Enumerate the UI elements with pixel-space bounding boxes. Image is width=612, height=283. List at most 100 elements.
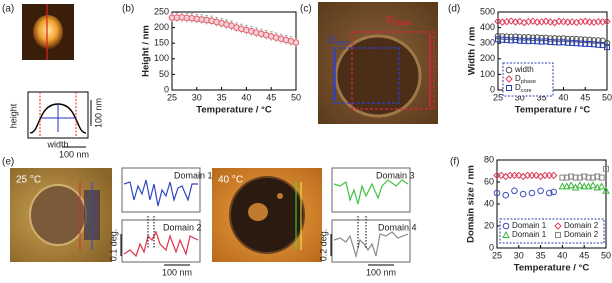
legend-label: Domain 1 <box>512 230 547 239</box>
y-tick-label: 200 <box>154 22 169 32</box>
marker <box>510 171 519 180</box>
profile <box>333 231 409 259</box>
marker <box>495 36 501 43</box>
legend-box <box>499 218 605 244</box>
marker <box>560 35 567 42</box>
y-tick-label: 100 <box>480 69 495 79</box>
marker <box>563 174 570 181</box>
marker <box>559 174 566 181</box>
y-tick-label: 0 <box>164 84 169 94</box>
profile-box <box>331 167 411 213</box>
marker <box>542 38 549 45</box>
scale-label: 0.1 deg. <box>108 229 118 262</box>
marker <box>503 37 510 44</box>
marker <box>573 40 580 47</box>
x-tick-label: 25 <box>492 250 502 260</box>
x-tick-label: 45 <box>579 250 589 260</box>
x-tick-label: 30 <box>515 92 525 102</box>
marker <box>529 37 536 44</box>
marker <box>572 174 579 181</box>
y-tick-label: 300 <box>480 38 495 48</box>
y-tick-label: 20 <box>484 220 494 230</box>
y-tick-label: 80 <box>484 154 494 164</box>
marker <box>577 36 585 43</box>
x-tick-label: 50 <box>602 92 612 102</box>
domain-label: Domain 3 <box>376 170 415 180</box>
marker <box>507 17 515 25</box>
domain <box>248 203 268 221</box>
legend-label: Domain 2 <box>564 221 599 230</box>
marker <box>497 171 506 180</box>
temperature-label: 25 °C <box>16 175 41 186</box>
profile <box>123 179 198 207</box>
x-tick-label: 25 <box>167 92 177 102</box>
legend-marker <box>502 222 510 230</box>
marker <box>516 17 524 26</box>
marker <box>493 189 501 197</box>
marker <box>573 36 580 43</box>
x-tick-label: 35 <box>537 92 547 102</box>
y-tick-label: 60 <box>484 176 494 186</box>
x-tick-label: 30 <box>514 250 524 260</box>
marker <box>551 35 558 42</box>
marker <box>502 191 510 199</box>
profile-box <box>27 91 89 139</box>
marker <box>603 17 611 26</box>
temperature-label: 40 °C <box>218 175 243 186</box>
marker <box>556 39 563 46</box>
marker <box>585 174 592 181</box>
x-tick-label: 40 <box>557 250 567 260</box>
marker <box>594 37 602 44</box>
legend-marker <box>554 222 562 230</box>
marker <box>546 18 555 26</box>
scale-label: 0.2 deg. <box>318 229 328 262</box>
legend-label: Dphase <box>515 74 536 85</box>
phase-label: Dphase <box>386 15 412 28</box>
y-tick-label: 0 <box>489 242 494 252</box>
core-box <box>332 47 400 104</box>
marker <box>564 39 571 46</box>
legend-label: Dcore <box>515 83 532 94</box>
panel-label: (a) <box>2 4 14 15</box>
marker <box>580 182 589 190</box>
marker <box>551 39 558 46</box>
marker <box>576 174 583 181</box>
marker <box>528 171 536 180</box>
marker <box>594 173 601 180</box>
marker <box>581 36 589 44</box>
x-tick-label: 40 <box>558 92 568 102</box>
marker <box>597 182 606 190</box>
x-tick-label: 25 <box>493 92 503 102</box>
x-tick-label: 45 <box>266 92 276 102</box>
marker <box>582 40 589 47</box>
particle <box>334 34 422 118</box>
marker <box>560 39 567 46</box>
marker <box>545 171 554 180</box>
panel-label: (d) <box>448 4 460 15</box>
marker <box>503 33 511 40</box>
x-tick-label: 45 <box>580 92 590 102</box>
marker <box>529 34 537 42</box>
marker <box>589 174 596 181</box>
marker <box>525 38 532 45</box>
legend-label: width <box>514 65 534 74</box>
x-axis-label: Temperature / °C <box>515 105 591 116</box>
marker <box>542 17 550 26</box>
particle <box>33 15 63 49</box>
marker <box>584 182 593 190</box>
y-tick-label: 250 <box>154 6 169 16</box>
scale-label: 100 nm <box>162 267 192 277</box>
marker <box>534 38 541 45</box>
marker <box>575 181 584 189</box>
marker <box>550 188 557 196</box>
core-label: Dcore <box>328 35 349 48</box>
marker <box>538 34 545 42</box>
marker <box>292 39 300 46</box>
phase-box <box>351 31 435 110</box>
marker <box>590 41 597 48</box>
y-tick-label: 0 <box>490 84 495 94</box>
marker <box>511 187 518 195</box>
marker <box>525 33 532 41</box>
y-tick-label: 50 <box>159 69 169 79</box>
marker <box>564 35 572 43</box>
